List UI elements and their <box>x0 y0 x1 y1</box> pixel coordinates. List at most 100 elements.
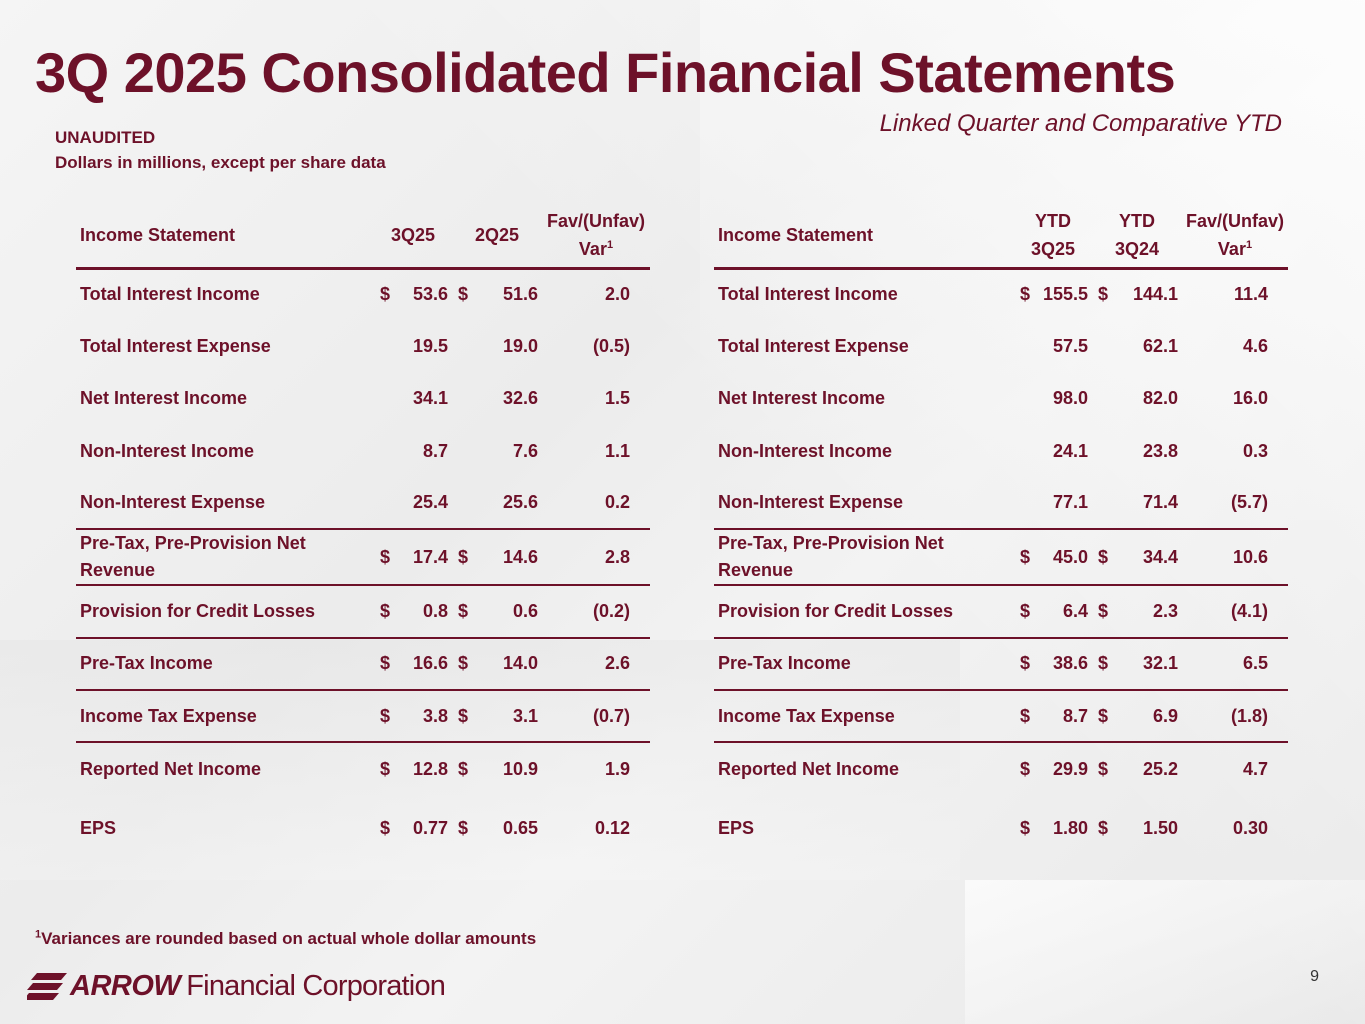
header-income-statement: Income Statement <box>76 204 374 270</box>
row-label: EPS <box>718 818 755 839</box>
value-prior: 34.4 <box>1116 528 1182 586</box>
value-current: 0.77 <box>412 818 448 839</box>
currency-symbol <box>374 320 394 372</box>
value-current: 77.1 <box>1052 492 1088 513</box>
currency-symbol: $ <box>374 741 394 795</box>
currency-symbol: $ <box>1092 636 1116 691</box>
value-prior: 14.6 <box>476 528 542 586</box>
value-current: 0.8 <box>394 584 452 638</box>
table-row: Net Interest Income 98.0 82.0 16.0 <box>714 373 1288 425</box>
row-label: Total Interest Income <box>80 284 260 305</box>
header-ytd-3q24-line1: YTD <box>1119 211 1155 232</box>
value-variance: 2.8 <box>542 528 650 586</box>
header-ytd-3q24-line2: 3Q24 <box>1114 239 1160 260</box>
value-current: 12.8 <box>394 741 452 795</box>
table-row: EPS $0.77 $0.65 0.12 <box>76 795 650 863</box>
currency-symbol: $ <box>458 284 469 305</box>
table-row: Pre-Tax, Pre-Provision Net Revenue $17.4 $1… <box>76 528 650 586</box>
page-subtitle: Linked Quarter and Comparative YTD <box>879 110 1282 137</box>
table-row: Total Interest Income $155.5 $144.1 11.4 <box>714 268 1288 320</box>
table-row: Non-Interest Expense 77.1 71.4 (5.7) <box>714 477 1288 529</box>
table-row: Income Tax Expense $3.8 $3.1 (0.7) <box>76 689 650 743</box>
table-row: Non-Interest Income 24.1 23.8 0.3 <box>714 425 1288 477</box>
arrow-logo-icon <box>27 973 67 1000</box>
logo-brand: ARROW <box>70 969 181 1002</box>
value-variance: 10.6 <box>1182 528 1288 586</box>
units-note: Dollars in millions, except per share da… <box>55 153 386 172</box>
row-label: Non-Interest Income <box>718 440 893 461</box>
value-current: 19.5 <box>412 335 448 356</box>
currency-symbol: $ <box>1092 584 1116 638</box>
table-row: EPS $1.80 $1.50 0.30 <box>714 795 1288 863</box>
header-variance: Fav/(Unfav) Var1 <box>1182 204 1288 270</box>
currency-symbol: $ <box>1020 284 1031 305</box>
value-variance: (0.2) <box>542 584 650 638</box>
row-label-line2: Revenue <box>80 560 156 581</box>
table-body: Total Interest Income $53.6 $51.6 2.0 Total … <box>76 268 650 863</box>
currency-symbol: $ <box>374 584 394 638</box>
currency-symbol: $ <box>452 584 476 638</box>
table-row: Total Interest Expense 19.5 19.0 (0.5) <box>76 320 650 372</box>
logo-company-name: Financial Corporation <box>186 969 446 1002</box>
currency-symbol: $ <box>1020 818 1031 839</box>
row-label: Total Interest Income <box>718 284 898 305</box>
currency-symbol <box>1014 320 1034 372</box>
value-current: 45.0 <box>1034 528 1092 586</box>
value-prior: 6.9 <box>1116 689 1182 743</box>
value-prior: 32.1 <box>1116 636 1182 691</box>
currency-symbol: $ <box>374 689 394 743</box>
header-ytd-3q25-line1: YTD <box>1035 211 1071 232</box>
value-current: 16.6 <box>394 636 452 691</box>
value-variance: (0.7) <box>542 689 650 743</box>
table-row: Net Interest Income 34.1 32.6 1.5 <box>76 373 650 425</box>
value-prior: 2.3 <box>1116 584 1182 638</box>
currency-symbol <box>374 477 394 529</box>
table-row: Pre-Tax Income $38.6 $32.1 6.5 <box>714 636 1288 691</box>
footnote-marker: 1 <box>1245 239 1253 252</box>
value-variance: 0.2 <box>604 492 630 513</box>
row-label: Income Tax Expense <box>714 689 1014 743</box>
currency-symbol: $ <box>1092 741 1116 795</box>
value-prior: 14.0 <box>476 636 542 691</box>
currency-symbol <box>374 425 394 477</box>
row-label: Provision for Credit Losses <box>76 584 374 638</box>
table-row: Provision for Credit Losses $6.4 $2.3 (4.1) <box>714 584 1288 638</box>
value-current: 98.0 <box>1052 388 1088 409</box>
currency-symbol <box>1092 425 1116 477</box>
value-current: 38.6 <box>1034 636 1092 691</box>
value-variance: 2.6 <box>542 636 650 691</box>
value-current: 3.8 <box>394 689 452 743</box>
currency-symbol: $ <box>1092 528 1116 586</box>
value-prior: 0.6 <box>476 584 542 638</box>
currency-symbol <box>1092 373 1116 425</box>
row-label: Provision for Credit Losses <box>714 584 1014 638</box>
value-prior: 10.9 <box>476 741 542 795</box>
value-variance: (4.1) <box>1182 584 1288 638</box>
header-2q25: 2Q25 <box>452 204 542 270</box>
ytd-income-statement-table: Income Statement YTD 3Q25 YTD 3Q24 Fav/(… <box>714 204 1288 863</box>
footnote-text: Variances are rounded based on actual wh… <box>41 929 537 948</box>
value-current: 25.4 <box>412 492 448 513</box>
header-variance-line1: Fav/(Unfav) <box>1185 211 1284 232</box>
value-prior: 144.1 <box>1132 284 1178 305</box>
currency-symbol: $ <box>452 528 476 586</box>
footnote: 1Variances are rounded based on actual w… <box>35 929 536 949</box>
value-current: 53.6 <box>412 284 448 305</box>
table-row: Pre-Tax, Pre-Provision Net Revenue $45.0 $3… <box>714 528 1288 586</box>
currency-symbol <box>1092 477 1116 529</box>
value-current: 34.1 <box>412 388 448 409</box>
row-label: Net Interest Income <box>718 388 886 409</box>
value-prior: 25.2 <box>1116 741 1182 795</box>
value-prior: 32.6 <box>502 388 538 409</box>
value-variance: 1.9 <box>542 741 650 795</box>
value-variance: (5.7) <box>1230 492 1268 513</box>
table-row: Reported Net Income $12.8 $10.9 1.9 <box>76 741 650 795</box>
table-row: Total Interest Expense 57.5 62.1 4.6 <box>714 320 1288 372</box>
value-variance: 11.4 <box>1233 284 1268 305</box>
audit-note: UNAUDITED <box>55 128 156 147</box>
value-prior: 71.4 <box>1142 492 1178 513</box>
currency-symbol: $ <box>374 636 394 691</box>
header-ytd-3q25-line2: 3Q25 <box>1030 239 1076 260</box>
currency-symbol: $ <box>380 284 391 305</box>
currency-symbol <box>1014 425 1034 477</box>
